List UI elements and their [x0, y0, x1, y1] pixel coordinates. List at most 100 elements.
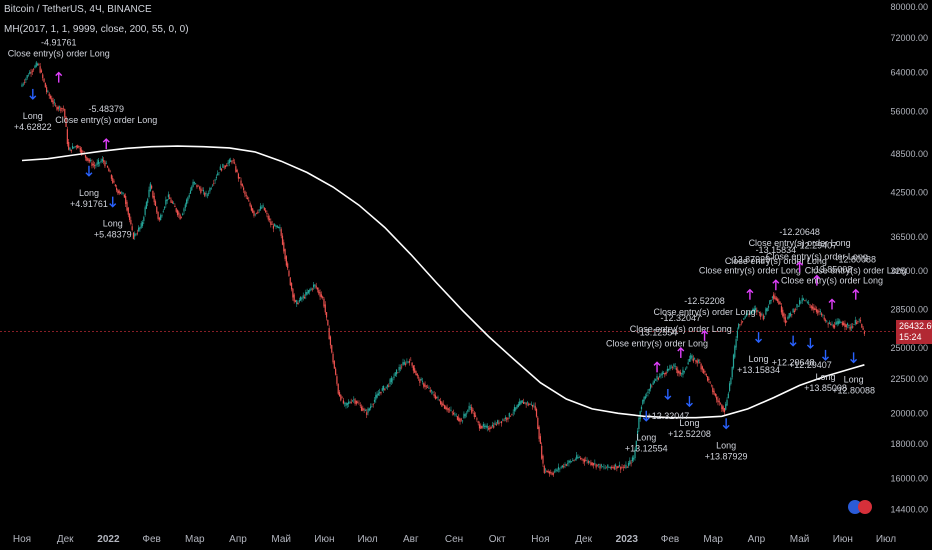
candle-body [583, 459, 586, 463]
candle-body [222, 163, 224, 168]
candle-body [166, 199, 168, 201]
candle-body [156, 206, 158, 213]
candle-body [592, 463, 595, 466]
candle-body [169, 197, 171, 200]
candle-body [475, 415, 477, 417]
candle-body [182, 213, 184, 216]
candle-body [508, 413, 510, 417]
candle-body [88, 159, 90, 162]
candle-body [590, 462, 592, 466]
candle-body [219, 166, 221, 171]
candle-body [613, 466, 615, 470]
candle-body [327, 320, 329, 326]
candle-body [651, 386, 653, 388]
candle-body [611, 467, 613, 469]
candle-body [778, 300, 780, 305]
candle-body [342, 400, 345, 404]
buy-arrowhead-icon [642, 417, 650, 422]
candle-body [217, 173, 219, 176]
candle-body [824, 319, 827, 321]
candle-body [454, 413, 456, 415]
candle-body [333, 361, 335, 369]
candle-body [840, 322, 842, 323]
candle-body [272, 225, 275, 229]
candle-body [82, 151, 84, 153]
trade-label: Long [79, 188, 99, 198]
candle-body [398, 366, 400, 371]
candle-body [760, 313, 762, 317]
candle-body [692, 358, 694, 362]
candle-body [832, 325, 834, 328]
candle-body [477, 421, 479, 423]
y-tick-label: 25000.00 [890, 343, 928, 353]
bar-countdown: 15:24 [899, 332, 922, 342]
candle-body [660, 374, 662, 376]
candle-body [764, 315, 766, 317]
candle-body [547, 471, 549, 473]
candle-body [406, 361, 408, 363]
candle-body [712, 387, 714, 393]
candle-body [744, 316, 746, 318]
candle-body [612, 466, 614, 468]
candle-body [132, 232, 135, 239]
candle-body [697, 360, 700, 362]
candle-body [848, 324, 850, 326]
candle-body [366, 412, 368, 415]
candle-body [669, 365, 671, 370]
candle-body [446, 407, 448, 411]
candle-body [806, 301, 808, 303]
candle-body [776, 299, 779, 302]
x-tick-label: Июл [876, 534, 896, 545]
candle-body [546, 470, 548, 473]
flag-icon[interactable] [858, 500, 872, 514]
candle-body [434, 395, 437, 399]
x-tick-label: Апр [748, 534, 766, 545]
candle-body [440, 400, 442, 405]
candle-body [249, 203, 251, 206]
candle-body [458, 417, 460, 422]
candle-body [416, 373, 418, 376]
candle-body [491, 424, 494, 427]
candle-body [520, 400, 522, 405]
candle-body [144, 207, 146, 215]
candle-body [243, 187, 245, 190]
candle-body [595, 464, 597, 468]
candle-body [320, 294, 322, 298]
candle-body [719, 402, 722, 404]
candle-body [279, 227, 281, 229]
last-price-tag: 26432.60 15:24 [896, 320, 932, 344]
candle-body [581, 458, 583, 460]
candle-body [752, 308, 754, 312]
candle-body [283, 242, 285, 252]
candle-body [96, 162, 98, 165]
candle-body [637, 430, 639, 440]
candle-body [325, 312, 328, 318]
candle-body [214, 179, 216, 181]
candle-body [104, 161, 106, 167]
indicator-legend[interactable]: MH(2017, 1, 1, 9999, close, 200, 55, 0, … [4, 24, 189, 35]
candle-body [123, 194, 125, 198]
candle-body [92, 163, 94, 166]
candle-body [709, 381, 711, 383]
candle-body [290, 283, 293, 290]
candle-body [617, 466, 619, 468]
trade-label: +12.29407 [789, 360, 832, 370]
candle-body [665, 372, 667, 374]
candle-body [161, 215, 163, 217]
candle-body [351, 400, 354, 402]
candle-body [624, 467, 626, 469]
candle-body [629, 460, 631, 465]
candle-body [484, 425, 486, 427]
candle-body [858, 319, 860, 321]
candle-body [622, 467, 624, 468]
candle-body [240, 180, 242, 186]
candle-body [27, 75, 30, 77]
candle-body [305, 292, 307, 296]
candle-body [224, 165, 227, 168]
candle-body [175, 208, 177, 212]
candle-body [193, 181, 195, 184]
candle-body [445, 406, 447, 410]
candle-body [174, 205, 176, 208]
candle-body [188, 195, 190, 198]
